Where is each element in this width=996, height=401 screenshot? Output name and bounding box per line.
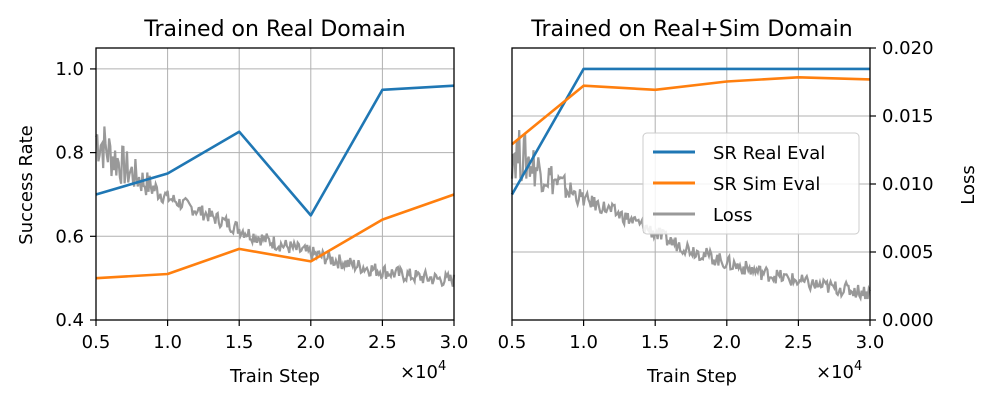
- plot-area: [90, 68, 456, 326]
- axes-frame: [511, 47, 871, 321]
- x-tick-labels: 0.5 1.0 1.5 2.0 2.5 3.0: [498, 332, 885, 353]
- chart-title: Trained on Real+Sim Domain: [530, 17, 852, 42]
- y-tick-label: 0.005: [882, 242, 934, 263]
- x-tick-label: 1.5: [225, 332, 254, 353]
- x-axis-multiplier: ×104: [400, 359, 446, 383]
- y-tick-label: 0.010: [882, 174, 934, 195]
- y-tick-label: 0.020: [882, 38, 934, 59]
- x-tick-label: 2.5: [784, 332, 813, 353]
- axes-frame: [95, 47, 455, 321]
- x-tick-label: 1.0: [153, 332, 182, 353]
- legend: SR Real Eval SR Sim Eval Loss: [642, 132, 860, 235]
- y-tick-label: 1.0: [55, 59, 84, 80]
- y-tick-label: 0.4: [55, 310, 84, 331]
- series-line-loss: [510, 130, 871, 302]
- x-tick-label: 2.0: [296, 332, 325, 353]
- chart-real-sim-domain: Trained on Real+Sim Domain Loss Train St…: [498, 17, 979, 387]
- x-tick-label: 0.5: [82, 332, 111, 353]
- plot-area: [510, 47, 876, 326]
- y-axis-label: Success Rate: [16, 125, 37, 244]
- series-line-sr-sim: [95, 193, 455, 280]
- x-tick-label: 1.5: [641, 332, 670, 353]
- x-axis-label: Train Step: [229, 366, 320, 387]
- chart-real-domain: Trained on Real Domain Success Rate Trai…: [16, 17, 468, 387]
- legend-label-sr-sim: SR Sim Eval: [713, 174, 820, 195]
- x-tick-label: 3.0: [856, 332, 885, 353]
- x-tick-label: 0.5: [498, 332, 527, 353]
- x-tick-label: 2.0: [712, 332, 741, 353]
- legend-label-sr-real: SR Real Eval: [713, 143, 825, 164]
- series-line-sr-real: [95, 84, 455, 217]
- x-multiplier-exponent: 4: [438, 359, 446, 374]
- x-axis-multiplier: ×104: [816, 359, 862, 383]
- x-tick-label: 3.0: [440, 332, 469, 353]
- legend-box: [642, 132, 860, 235]
- y-tick-label: 0.000: [882, 310, 934, 331]
- x-tick-labels: 0.5 1.0 1.5 2.0 2.5 3.0: [82, 332, 469, 353]
- x-axis-label: Train Step: [646, 366, 737, 387]
- y-tick-label: 0.6: [55, 226, 84, 247]
- y-tick-labels: 0.4 0.6 0.8 1.0: [55, 59, 84, 331]
- series-line-sr-sim: [511, 76, 871, 146]
- x-multiplier-exponent: 4: [854, 359, 862, 374]
- series-line-sr-real: [510, 67, 870, 196]
- chart-title: Trained on Real Domain: [143, 17, 405, 42]
- y-tick-label: 0.015: [882, 106, 934, 127]
- legend-label-loss: Loss: [713, 205, 752, 226]
- x-tick-label: 2.5: [368, 332, 397, 353]
- y-tick-label: 0.8: [55, 143, 84, 164]
- x-multiplier-base: ×10: [816, 362, 854, 383]
- y-axis-label: Loss: [958, 165, 979, 204]
- series-line-loss: [95, 126, 456, 288]
- y-tick-labels: 0.000 0.005 0.010 0.015 0.020: [882, 38, 934, 331]
- x-tick-label: 1.0: [569, 332, 598, 353]
- x-multiplier-base: ×10: [400, 362, 438, 383]
